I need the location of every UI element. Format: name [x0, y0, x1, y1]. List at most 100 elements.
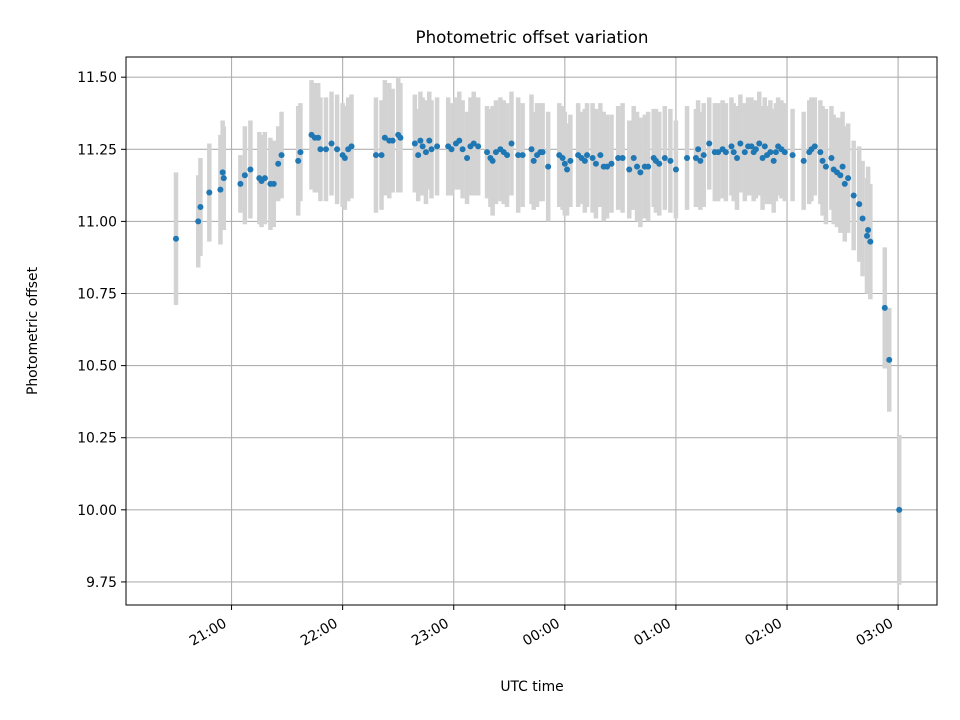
data-point	[800, 157, 807, 164]
data-point	[470, 140, 477, 147]
data-point	[896, 506, 903, 513]
data-point	[317, 146, 324, 153]
data-point	[789, 152, 796, 159]
data-point	[715, 149, 722, 156]
y-tick-label: 10.75	[77, 287, 117, 303]
data-point	[656, 160, 663, 167]
data-point	[417, 137, 424, 144]
data-point	[695, 146, 702, 153]
data-point	[456, 137, 463, 144]
data-point	[172, 235, 179, 242]
data-point	[419, 143, 426, 150]
y-tick-label: 9.75	[86, 575, 117, 591]
data-point	[504, 152, 511, 159]
data-point	[604, 163, 611, 170]
data-point	[581, 157, 588, 164]
data-point	[241, 172, 248, 179]
data-point	[817, 149, 824, 156]
data-point	[247, 166, 254, 173]
y-tick-label: 11.25	[77, 142, 117, 158]
data-point	[195, 218, 202, 225]
data-point	[692, 154, 699, 161]
data-point	[615, 154, 622, 161]
data-point	[475, 143, 482, 150]
data-point	[434, 143, 441, 150]
data-point	[508, 140, 515, 147]
data-point	[489, 157, 496, 164]
data-point	[759, 154, 766, 161]
data-point	[728, 143, 735, 150]
data-point	[867, 238, 874, 245]
data-point	[397, 134, 404, 141]
y-axis-label: Photometric offset	[25, 266, 41, 395]
data-point	[734, 154, 741, 161]
data-point	[559, 154, 566, 161]
data-point	[528, 146, 535, 153]
data-point	[381, 134, 388, 141]
data-point	[378, 152, 385, 159]
data-point	[737, 140, 744, 147]
data-point	[626, 166, 633, 173]
data-point	[781, 149, 788, 156]
data-point	[545, 163, 552, 170]
data-point	[530, 157, 537, 164]
data-point	[697, 157, 704, 164]
y-tick-label: 11.50	[77, 70, 117, 86]
y-tick-label: 10.25	[77, 431, 117, 447]
data-point	[864, 232, 871, 239]
x-axis-label: UTC time	[500, 679, 563, 695]
data-point	[865, 227, 872, 234]
y-axis-ticks: 9.75 10.00 10.25 10.50 10.75 11.00 11.25 11.50	[77, 70, 126, 591]
data-point	[672, 166, 679, 173]
data-point	[828, 154, 835, 161]
data-point	[415, 152, 422, 159]
data-point	[619, 154, 626, 161]
data-point	[334, 146, 341, 153]
x-tick-label: 01:00	[631, 616, 674, 650]
y-tick-label: 10.50	[77, 359, 117, 375]
data-point	[661, 154, 668, 161]
data-point	[845, 175, 852, 182]
data-point	[278, 152, 285, 159]
data-point	[297, 149, 304, 156]
data-point	[484, 149, 491, 156]
data-point	[426, 137, 433, 144]
data-point	[464, 154, 471, 161]
data-point	[459, 146, 466, 153]
data-point	[811, 143, 818, 150]
data-point	[237, 180, 244, 187]
data-point	[217, 186, 224, 193]
data-point	[389, 137, 396, 144]
data-point	[422, 149, 429, 156]
y-tick-label: 10.00	[77, 503, 117, 519]
data-point	[859, 215, 866, 222]
data-point	[630, 154, 637, 161]
data-point	[295, 157, 302, 164]
data-point	[767, 149, 774, 156]
data-point	[348, 143, 355, 150]
x-tick-label: 23:00	[409, 616, 452, 650]
data-point	[341, 154, 348, 161]
data-point	[772, 149, 779, 156]
data-point	[206, 189, 213, 196]
data-point	[539, 149, 546, 156]
data-point	[856, 201, 863, 208]
data-point	[752, 146, 759, 153]
x-axis-ticks: 21:00 22:00 23:00 00:00 01:00 02:00 03:00	[187, 605, 899, 650]
data-point	[492, 149, 499, 156]
data-point	[275, 160, 282, 167]
data-point	[261, 175, 268, 182]
data-point	[597, 152, 604, 159]
data-point	[841, 180, 848, 187]
data-point	[881, 304, 888, 311]
data-point	[564, 166, 571, 173]
data-point	[741, 149, 748, 156]
data-point	[761, 143, 768, 150]
data-point	[584, 152, 591, 159]
data-point	[700, 152, 707, 159]
x-tick-label: 00:00	[520, 616, 563, 650]
data-point	[328, 140, 335, 147]
data-point	[770, 157, 777, 164]
data-point	[589, 154, 596, 161]
